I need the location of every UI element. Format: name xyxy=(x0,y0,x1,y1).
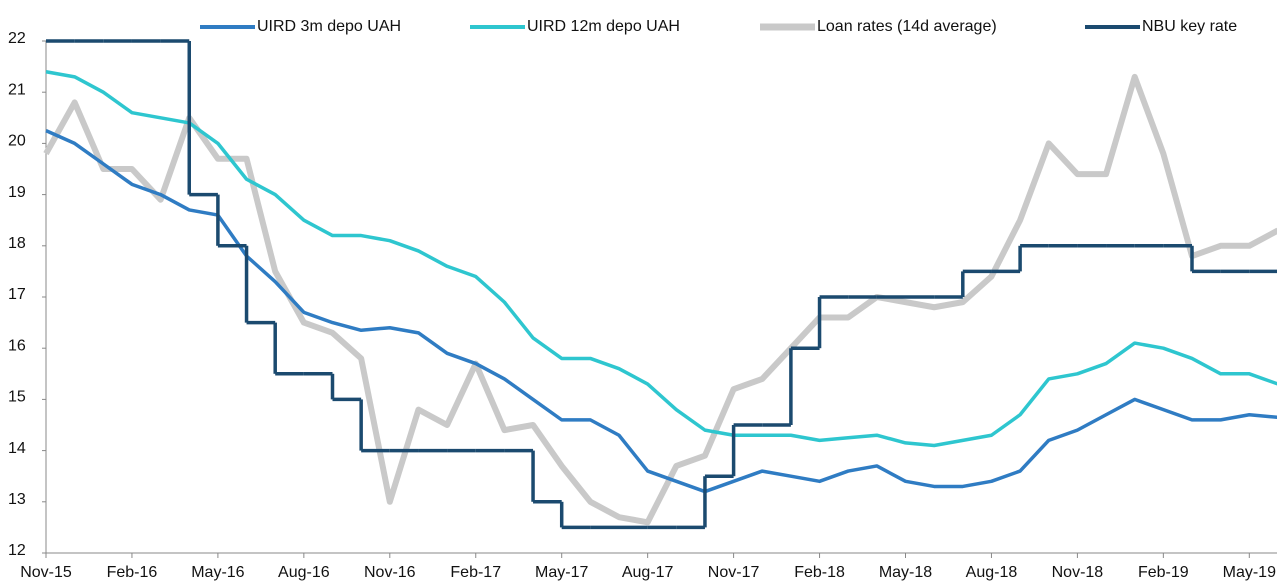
series-line xyxy=(45,69,1277,448)
x-tick-label: Feb-16 xyxy=(107,564,158,581)
legend-label: Loan rates (14d average) xyxy=(817,18,997,35)
y-tick-label: 16 xyxy=(8,337,26,354)
y-tick-label: 15 xyxy=(8,389,26,406)
x-tick-label: Nov-15 xyxy=(20,564,72,581)
series-line xyxy=(43,73,1277,526)
y-tick-label: 13 xyxy=(8,491,26,508)
x-tick-label: Aug-17 xyxy=(622,564,674,581)
x-tick-label: Feb-17 xyxy=(450,564,501,581)
x-tick-label: May-17 xyxy=(535,564,588,581)
y-tick-label: 20 xyxy=(8,133,26,150)
x-tick-label: Feb-19 xyxy=(1138,564,1189,581)
y-tick-label: 22 xyxy=(8,30,26,47)
x-tick-label: Feb-18 xyxy=(794,564,845,581)
legend-label: UIRD 12m depo UAH xyxy=(527,18,680,35)
y-tick-label: 12 xyxy=(8,542,26,559)
y-tick-label: 19 xyxy=(8,184,26,201)
y-tick-label: 18 xyxy=(8,235,26,252)
y-tick-label: 21 xyxy=(8,81,26,98)
x-tick-label: Nov-16 xyxy=(364,564,416,581)
x-tick-label: May-18 xyxy=(879,564,932,581)
y-tick-label: 17 xyxy=(8,286,26,303)
series-line xyxy=(45,129,1277,494)
x-tick-label: Nov-17 xyxy=(708,564,760,581)
legend-label: UIRD 3m depo UAH xyxy=(257,18,401,35)
legend-label: NBU key rate xyxy=(1142,18,1237,35)
x-tick-label: Aug-18 xyxy=(966,564,1018,581)
x-tick-label: Aug-16 xyxy=(278,564,330,581)
x-tick-label: May-19 xyxy=(1223,564,1276,581)
x-tick-label: Nov-18 xyxy=(1052,564,1104,581)
x-tick-label: May-16 xyxy=(191,564,244,581)
y-tick-label: 14 xyxy=(8,440,26,457)
